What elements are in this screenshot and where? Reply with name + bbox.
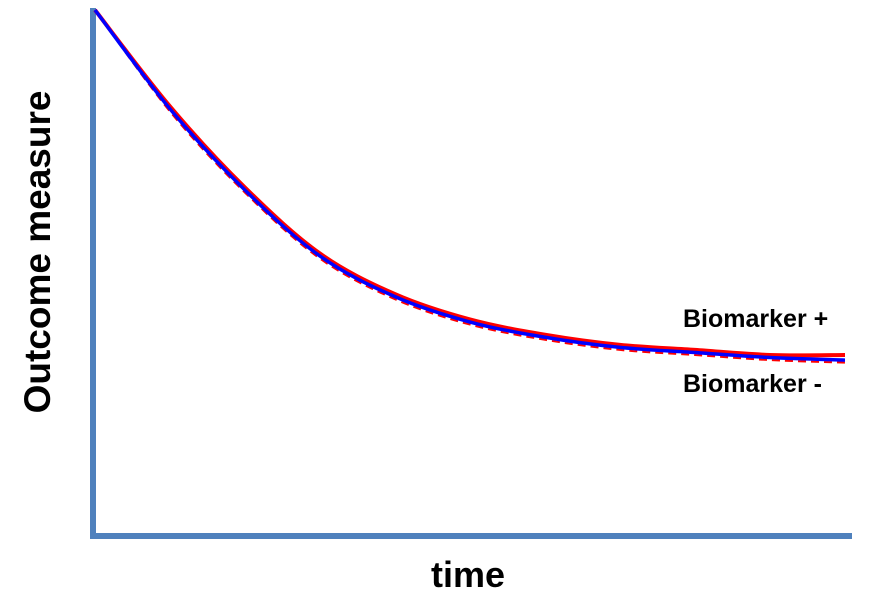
series-label-biomarker-negative: Biomarker - — [683, 370, 822, 398]
series-line-biomarker-negative — [93, 8, 846, 362]
series-layer — [93, 8, 846, 364]
series-line-dashed — [94, 9, 846, 364]
y-axis-label: Outcome measure — [17, 91, 58, 414]
series-label-biomarker-positive: Biomarker + — [683, 305, 828, 333]
x-axis-label: time — [431, 554, 505, 592]
series-line-biomarker-positive — [93, 8, 846, 358]
